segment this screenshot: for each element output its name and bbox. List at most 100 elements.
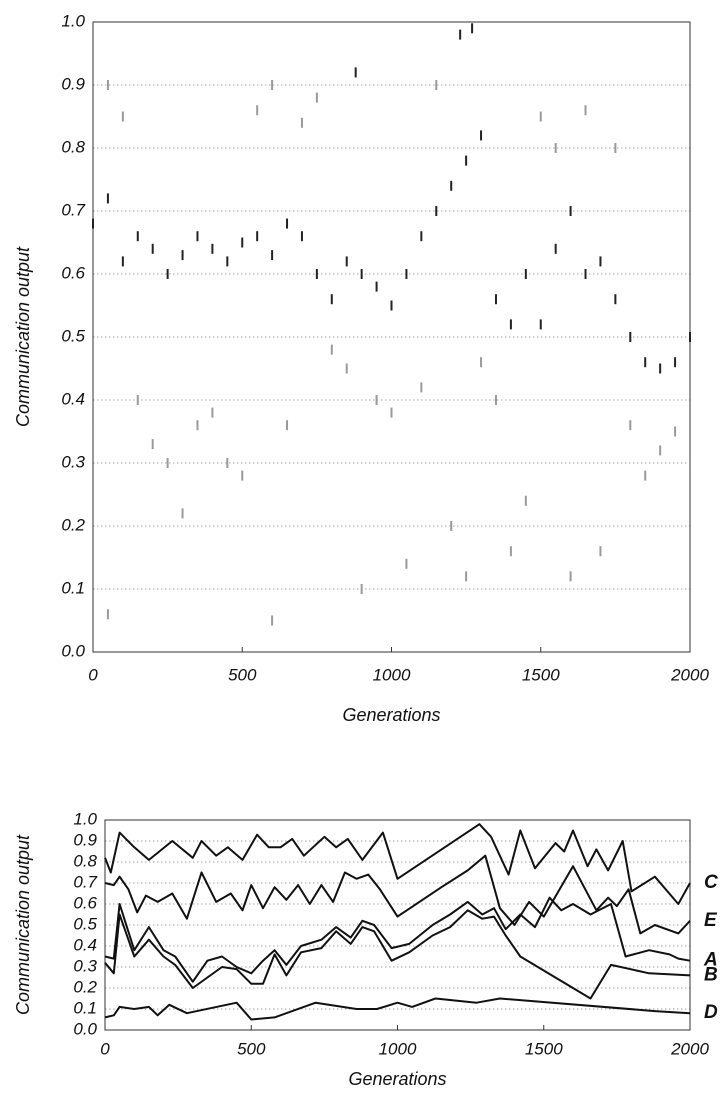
point [584, 269, 587, 279]
point [584, 105, 587, 116]
point [405, 269, 408, 279]
y-tick-label: 0.6 [73, 893, 97, 912]
y-tick-label: 0.1 [61, 578, 85, 597]
point [539, 111, 542, 122]
point [459, 29, 462, 40]
point [151, 243, 154, 254]
point [524, 269, 527, 279]
y-tick-label: 0.7 [61, 200, 85, 219]
point [92, 218, 94, 229]
series-label: C [704, 872, 718, 893]
point [629, 420, 632, 431]
x-tick-label: 500 [228, 665, 257, 684]
point [465, 155, 468, 166]
point [405, 558, 408, 569]
y-tick-label: 0.0 [61, 641, 85, 660]
point [480, 357, 483, 368]
point [196, 420, 199, 431]
point [151, 439, 154, 450]
point [345, 256, 348, 267]
point [241, 237, 244, 248]
point [509, 546, 512, 557]
point [166, 269, 169, 279]
point [471, 23, 474, 34]
point [674, 357, 677, 368]
y-tick-label: 0.3 [61, 452, 85, 471]
point [226, 458, 229, 468]
point [420, 231, 423, 242]
point [420, 382, 423, 393]
plot-frame [92, 21, 691, 653]
y-tick-label: 0.3 [73, 956, 97, 975]
point [465, 571, 468, 582]
x-tick-label: 1000 [373, 665, 411, 684]
point [524, 495, 527, 506]
point [330, 344, 333, 355]
y-tick-label: 0.9 [73, 830, 97, 849]
point [599, 256, 602, 267]
point [554, 143, 557, 153]
point [106, 80, 109, 90]
point [256, 231, 259, 242]
point [300, 117, 303, 128]
point [315, 269, 318, 279]
point [166, 458, 169, 468]
point [226, 256, 229, 267]
point [644, 470, 647, 481]
x-tick-label: 0 [100, 1039, 110, 1058]
point [450, 521, 453, 531]
point [330, 294, 333, 305]
y-tick-label: 0.4 [73, 935, 97, 954]
point [435, 80, 438, 90]
y-tick-label: 0.7 [73, 872, 97, 891]
line [104, 823, 691, 905]
line [104, 896, 691, 983]
point [354, 67, 357, 78]
x-tick-label: 2000 [670, 665, 709, 684]
point [659, 445, 662, 456]
series-label: A [703, 950, 718, 971]
point [614, 294, 617, 305]
y-axis-title: Communication output [13, 246, 33, 427]
x-tick-label: 1500 [522, 665, 560, 684]
x-axis-title: Generations [342, 705, 440, 725]
series-label: D [704, 1002, 718, 1023]
point [345, 363, 348, 374]
y-tick-label: 0.2 [61, 515, 85, 534]
point [271, 250, 274, 261]
point [106, 609, 109, 620]
y-tick-label: 0.8 [61, 137, 85, 156]
y-tick-label: 0.2 [73, 977, 97, 996]
point [480, 130, 483, 141]
point [450, 180, 453, 191]
point [689, 332, 691, 342]
line [104, 909, 691, 1000]
y-tick-label: 0.1 [73, 998, 97, 1017]
y-tick-label: 0.9 [61, 74, 85, 93]
point [599, 546, 602, 557]
point [300, 231, 303, 242]
x-axis-title: Generations [348, 1069, 446, 1089]
x-tick-label: 0 [88, 665, 98, 684]
point [375, 395, 378, 405]
point [181, 250, 184, 261]
x-tick-label: 500 [237, 1039, 266, 1058]
line [104, 854, 691, 935]
point [211, 407, 214, 418]
y-tick-label: 0.6 [61, 263, 85, 282]
point [106, 193, 109, 204]
series-label: E [704, 910, 718, 931]
point [196, 231, 199, 242]
point [629, 332, 632, 342]
point [256, 105, 259, 116]
y-tick-label: 0.8 [73, 851, 97, 870]
point [92, 426, 94, 437]
point [674, 426, 677, 437]
point [494, 395, 497, 405]
point [644, 357, 647, 368]
point [136, 395, 139, 405]
y-tick-label: 0.0 [73, 1019, 97, 1038]
point [271, 80, 274, 90]
point [360, 584, 363, 594]
point [390, 300, 393, 311]
